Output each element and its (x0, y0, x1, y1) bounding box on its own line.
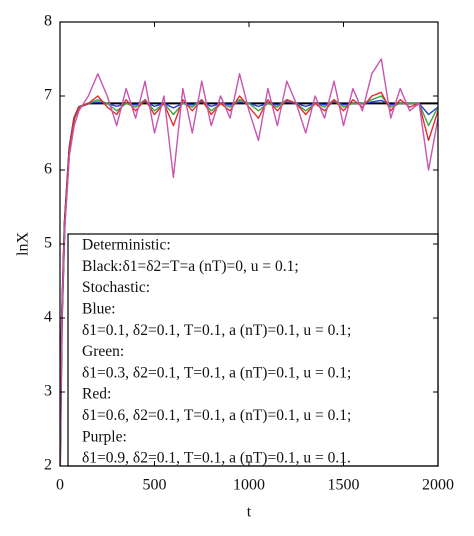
y-tick-label: 3 (44, 383, 52, 400)
legend-text: Stochastic: (82, 279, 150, 296)
legend-text: Purple: (82, 428, 127, 445)
plot-lines (60, 58, 438, 466)
legend-text: Blue: (82, 300, 116, 317)
y-tick-label: 4 (44, 309, 52, 326)
x-tick-label: 2000 (422, 477, 454, 494)
legend-text: Black:δ1=δ2=T=a (nT)=0, u = 0.1; (82, 258, 299, 275)
x-tick-label: 0 (56, 477, 64, 494)
x-axis-label: t (247, 504, 252, 521)
x-tick-label: 500 (143, 477, 167, 494)
y-tick-label: 7 (44, 87, 52, 104)
legend-text: Red: (82, 386, 111, 403)
y-tick-label: 5 (44, 235, 52, 252)
x-tick-label: 1500 (328, 477, 360, 494)
legend-text: δ1=0.3, δ2=0.1, T=0.1, a (nT)=0.1, u = 0… (82, 364, 351, 381)
y-tick-label: 8 (44, 13, 52, 30)
x-tick-label: 1000 (233, 477, 265, 494)
legend-text: Green: (82, 343, 124, 360)
legend-text: Deterministic: (82, 237, 171, 254)
y-tick-label: 2 (44, 457, 52, 474)
y-tick-label: 6 (44, 161, 52, 178)
legend-text: δ1=0.6, δ2=0.1, T=0.1, a (nT)=0.1, u = 0… (82, 407, 351, 424)
legend-box (67, 233, 439, 467)
series-line (60, 91, 438, 466)
y-axis-label: lnX (15, 232, 32, 256)
legend-text: δ1=0.1, δ2=0.1, T=0.1, a (nT)=0.1, u = 0… (82, 322, 351, 339)
legend-text: δ1=0.9, δ2=0.1, T=0.1, a (nT)=0.1, u = 0… (82, 450, 351, 467)
overlay: Deterministic: Black:δ1=δ2=T=a (nT)=0, u … (44, 13, 454, 494)
series-line (60, 58, 438, 466)
